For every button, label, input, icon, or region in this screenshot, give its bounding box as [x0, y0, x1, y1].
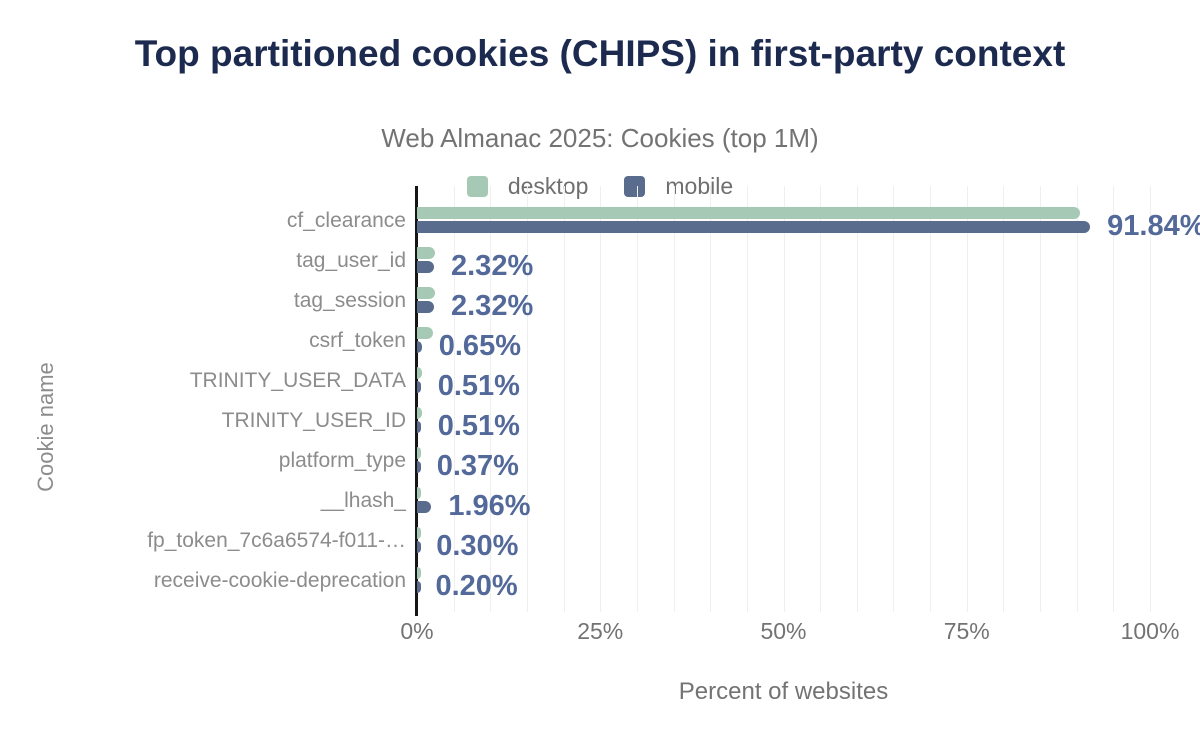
value-label: 0.51%	[437, 369, 520, 402]
category-label: platform_type	[278, 448, 406, 472]
bar-mobile-tag_session[interactable]	[417, 301, 434, 313]
x-tick-label: 0%	[400, 618, 434, 644]
value-label: 0.20%	[435, 569, 518, 602]
legend-label: desktop	[507, 172, 589, 199]
value-label: 2.32%	[451, 289, 534, 322]
category-label: tag_session	[293, 288, 406, 312]
gridline	[417, 186, 418, 612]
x-axis-title: Percent of websites	[678, 678, 889, 705]
category-label: TRINITY_USER_DATA	[189, 368, 406, 392]
gridline	[1150, 186, 1151, 612]
gridline	[966, 186, 968, 612]
gridline	[673, 186, 675, 612]
category-label: csrf_token	[309, 328, 406, 352]
x-tick-label: 100%	[1120, 618, 1180, 644]
legend-item-desktop[interactable]: desktop	[466, 172, 589, 200]
value-label: 0.65%	[438, 329, 521, 362]
bar-desktop-platform_type[interactable]	[417, 447, 422, 459]
bar-mobile-TRINITY_USER_DATA[interactable]	[417, 381, 421, 393]
bar-desktop-tag_session[interactable]	[417, 287, 436, 299]
chart-subtitle: Web Almanac 2025: Cookies (top 1M)	[381, 123, 819, 153]
category-label: tag_user_id	[296, 248, 406, 272]
x-tick-label: 25%	[577, 618, 624, 644]
gridline	[636, 186, 638, 612]
bar-mobile-cf_clearance[interactable]	[417, 221, 1091, 233]
gridline	[1003, 186, 1005, 612]
gridline	[1113, 186, 1115, 612]
bar-mobile-TRINITY_USER_ID[interactable]	[417, 421, 421, 433]
category-label: fp_token_7c6a6574-f011-…	[147, 528, 406, 552]
gridline	[1076, 186, 1078, 612]
gridline	[490, 186, 492, 612]
gridline	[563, 186, 565, 612]
legend-swatch-mobile	[624, 175, 646, 197]
gridline	[783, 186, 785, 612]
legend-item-mobile[interactable]: mobile	[624, 173, 733, 200]
value-label: 0.37%	[436, 449, 519, 482]
value-label: 2.32%	[451, 249, 534, 282]
gridline	[746, 186, 748, 612]
bar-desktop-receive-cookie-deprecation[interactable]	[417, 567, 421, 579]
category-label: receive-cookie-deprecation	[153, 568, 406, 592]
gridline	[856, 186, 858, 612]
bar-desktop-cf_clearance[interactable]	[417, 207, 1080, 219]
gridline	[1040, 186, 1042, 612]
value-label: 0.30%	[436, 529, 519, 562]
bar-mobile-__lhash_[interactable]	[417, 501, 432, 513]
gridline	[453, 186, 455, 612]
bar-desktop-fp_token_7c6a6574-f011-…[interactable]	[417, 527, 421, 539]
category-label: __lhash_	[320, 488, 406, 512]
bar-mobile-fp_token_7c6a6574-f011-…[interactable]	[417, 541, 421, 553]
gridline	[930, 186, 932, 612]
bar-desktop-csrf_token[interactable]	[417, 327, 434, 339]
gridline	[710, 186, 712, 612]
bar-desktop-TRINITY_USER_DATA[interactable]	[417, 367, 423, 379]
value-label: 0.51%	[437, 409, 520, 442]
gridline	[600, 186, 602, 612]
bar-mobile-tag_user_id[interactable]	[417, 261, 434, 273]
legend-label: mobile	[665, 172, 734, 199]
bar-mobile-platform_type[interactable]	[417, 461, 421, 473]
value-label: 91.84%	[1107, 209, 1200, 242]
bar-mobile-csrf_token[interactable]	[417, 341, 422, 353]
x-tick-label: 50%	[760, 618, 807, 644]
bar-desktop-tag_user_id[interactable]	[417, 247, 436, 259]
legend: desktop mobile	[0, 172, 1200, 200]
gridline	[820, 186, 822, 612]
value-label: 1.96%	[448, 489, 531, 522]
y-axis-title: Cookie name	[33, 362, 58, 492]
gridline	[893, 186, 895, 612]
gridline	[526, 186, 528, 612]
x-tick-label: 75%	[943, 618, 990, 644]
category-label: cf_clearance	[286, 208, 406, 232]
category-label: TRINITY_USER_ID	[221, 408, 406, 432]
bar-mobile-receive-cookie-deprecation[interactable]	[417, 581, 421, 593]
bar-desktop-TRINITY_USER_ID[interactable]	[417, 407, 423, 419]
y-axis-line	[415, 186, 418, 616]
chart-title: Top partitioned cookies (CHIPS) in first…	[134, 33, 1066, 74]
legend-swatch-desktop	[466, 175, 488, 197]
bar-desktop-__lhash_[interactable]	[417, 487, 421, 499]
